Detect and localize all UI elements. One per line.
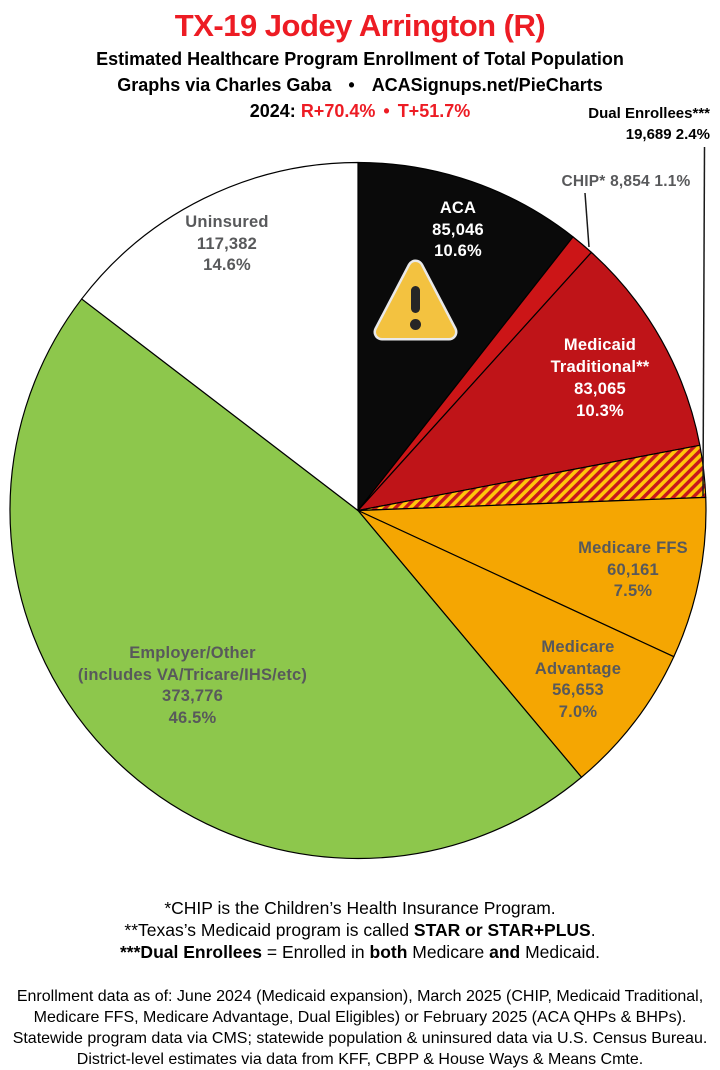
pie-slice-uninsured [81, 161, 359, 512]
callout-dual-values: 19,689 2.4% [625, 126, 710, 143]
slice-label-medicaid-traditional: Medicaid Traditional** 83,065 10.3% [550, 336, 650, 420]
footnotes: *CHIP is the Children’s Health Insurance… [0, 897, 720, 963]
pie-slice-aca [357, 161, 574, 512]
source-notes: Enrollment data as of: June 2024 (Medica… [0, 986, 720, 1070]
slice-label-uninsured: Uninsured 117,382 14.6% [185, 213, 269, 274]
slice-label-medicare-ffs: Medicare FFS 60,161 7.5% [578, 539, 688, 600]
slice-label-aca: ACA 85,046 10.6% [432, 199, 484, 260]
credit-author: Graphs via Charles Gaba [117, 75, 332, 95]
callout-chip: CHIP* 8,854 1.1% [561, 173, 691, 190]
source-line: Enrollment data as of: June 2024 (Medica… [16, 988, 704, 1005]
slice-label-employer-other: Employer/Other (includes VA/Tricare/IHS/… [77, 644, 308, 727]
pie-slice-medicare-advantage [357, 509, 675, 778]
pie-slices [9, 161, 707, 860]
footnote-line: **Texas’s Medicaid program is called STA… [124, 920, 596, 940]
warning-icon [373, 259, 458, 341]
bullet-separator: • [348, 75, 355, 95]
source-line: Statewide program data via CMS; statewid… [12, 1030, 708, 1047]
pie-slice-medicare-ffs [357, 496, 707, 658]
partisan-line: 2024: R+70.4% • T+51.7% [0, 102, 720, 121]
callout-dual-enrollees: Dual Enrollees*** 19,689 2.4% [518, 103, 710, 145]
credit-line: Graphs via Charles Gaba • ACASignups.net/P… [0, 76, 720, 95]
partisan-r-lean: R+70.4% [300, 101, 376, 121]
source-line: District-level estimates via data from K… [76, 1051, 644, 1068]
dual-leader-line [702, 146, 706, 497]
source-line: Medicare FFS, Medicare Advantage, Dual E… [33, 1009, 687, 1026]
pie-slice-employer-other [9, 298, 583, 860]
chip-leader-line [584, 192, 590, 248]
partisan-t-lean: T+51.7% [397, 101, 471, 121]
pie-slice-medicaid-traditional [357, 251, 701, 512]
page-title: TX-19 Jodey Arrington (R) [174, 8, 546, 43]
footnote-line: *CHIP is the Children’s Health Insurance… [164, 898, 556, 918]
partisan-year: 2024: [249, 101, 296, 121]
header: TX-19 Jodey Arrington (R) Estimated Heal… [0, 0, 720, 121]
credit-site: ACASignups.net/PieCharts [371, 75, 603, 95]
footnote-line: ***Dual Enrollees = Enrolled in both Med… [120, 942, 600, 962]
slice-label-medicare-advantage: Medicare Advantage 56,653 7.0% [534, 638, 622, 721]
subtitle: Estimated Healthcare Program Enrollment … [96, 49, 624, 69]
bullet-separator: • [383, 101, 390, 121]
callout-dual-label: Dual Enrollees*** [588, 105, 710, 122]
